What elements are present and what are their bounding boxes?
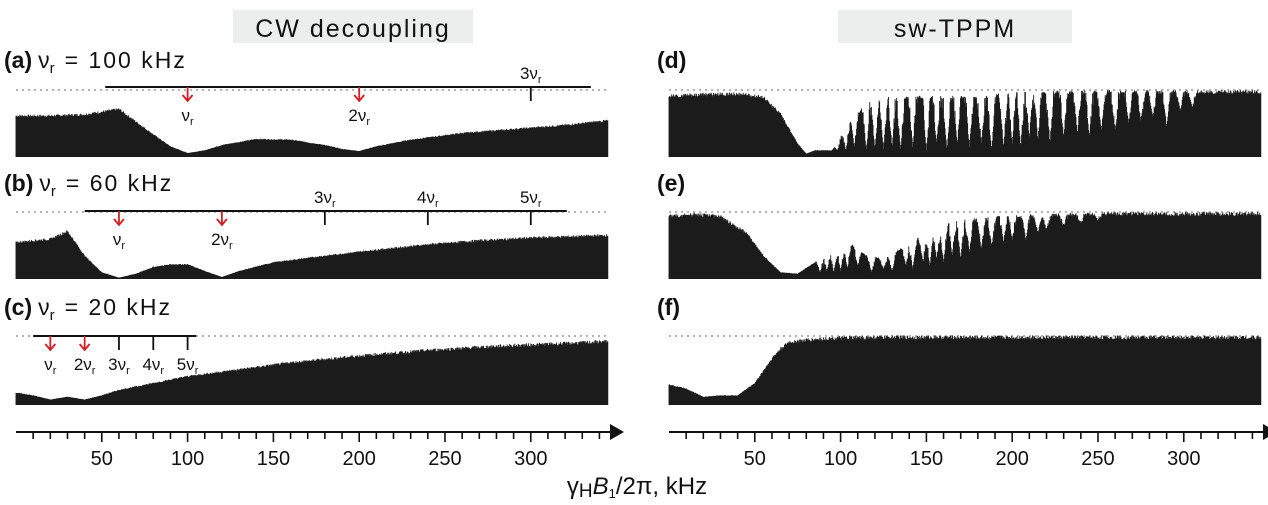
resonance-arrow-c-2 bbox=[78, 336, 91, 352]
resonance-label-a-2: 2νr bbox=[348, 106, 370, 128]
resonance-arrow-a-2 bbox=[353, 87, 365, 103]
resonance-label-c-4: 4νr bbox=[142, 355, 164, 377]
panel-e: (e) bbox=[657, 170, 1262, 279]
panel-label-c: (c) νr = 20 kHz bbox=[4, 294, 172, 324]
x-tick-label: 200 bbox=[996, 448, 1029, 470]
left-column-title: CW decoupling bbox=[255, 15, 451, 43]
panel-label-e: (e) bbox=[657, 170, 685, 196]
panel-b: (b) νr = 60 kHz νr 2νr 3νr 4νr 5νr bbox=[4, 170, 609, 279]
right-title-bg bbox=[838, 10, 1072, 43]
x-tick-label: 200 bbox=[343, 448, 376, 470]
x-tick-label: 100 bbox=[824, 448, 857, 470]
resonance-label-b-4: 4νr bbox=[417, 188, 439, 210]
x-tick-label: 100 bbox=[171, 448, 204, 470]
resonance-arrow-c-1 bbox=[44, 336, 57, 352]
x-label-gamma: γ bbox=[567, 473, 579, 500]
resonance-arrow-b-1 bbox=[113, 211, 125, 227]
x-axis-left: 50 100 150 200 250 300 bbox=[16, 424, 624, 470]
resonance-label-c-5: 5νr bbox=[177, 355, 199, 377]
resonance-arrow-b-2 bbox=[216, 211, 228, 227]
resonance-label-c-1: νr bbox=[44, 355, 57, 377]
spectrum-e bbox=[668, 212, 1262, 279]
spectrum-c bbox=[15, 339, 609, 405]
x-label-b: B bbox=[593, 473, 609, 500]
resonance-label-c-2: 2νr bbox=[74, 355, 96, 377]
x-tick-label: 250 bbox=[428, 448, 461, 470]
x-tick-label: 300 bbox=[1167, 448, 1200, 470]
x-axis-arrowhead bbox=[610, 424, 624, 440]
x-axis-label: γHB1/2π, kHz bbox=[567, 473, 707, 502]
resonance-label-a-3: 3νr bbox=[520, 64, 542, 86]
resonance-arrow-a-1 bbox=[181, 87, 194, 103]
resonance-label-b-2: 2νr bbox=[211, 230, 233, 252]
resonance-label-a-1: νr bbox=[182, 106, 195, 128]
right-column-title: sw-TPPM bbox=[894, 15, 1016, 43]
panel-label-f: (f) bbox=[657, 294, 680, 320]
x-axes: 50 100 150 200 250 300 50 100 150 200 250 300 bbox=[16, 424, 1268, 470]
left-title-bg bbox=[233, 10, 473, 43]
x-axis-right: 50 100 150 200 250 300 bbox=[669, 424, 1268, 470]
x-tick-label: 50 bbox=[91, 448, 113, 470]
panel-label-d: (d) bbox=[657, 47, 686, 73]
x-tick-label: 250 bbox=[1081, 448, 1114, 470]
x-label-1: 1 bbox=[609, 486, 616, 501]
x-label-h: H bbox=[579, 481, 593, 502]
resonance-label-b-1: νr bbox=[113, 230, 126, 252]
x-label-rest: /2π, kHz bbox=[616, 473, 707, 500]
panels: (a) νr = 100 kHz νr 2νr 3νr (b) νr = 60 kHz νr 2νr… bbox=[4, 47, 1262, 405]
x-tick-label: 300 bbox=[514, 448, 547, 470]
resonance-label-b-3: 3νr bbox=[314, 188, 336, 210]
x-axis-arrowhead bbox=[1263, 424, 1268, 440]
panel-c: (c) νr = 20 kHz νr 2νr 3νr 4νr 5νr bbox=[4, 294, 609, 405]
resonance-label-c-3: 3νr bbox=[108, 355, 130, 377]
spectrum-f bbox=[668, 335, 1262, 405]
panel-a: (a) νr = 100 kHz νr 2νr 3νr bbox=[4, 47, 609, 157]
panel-f: (f) bbox=[657, 294, 1262, 405]
x-tick-label: 150 bbox=[257, 448, 290, 470]
spectrum-a bbox=[15, 108, 609, 157]
resonance-label-b-5: 5νr bbox=[520, 188, 542, 210]
x-tick-label: 50 bbox=[744, 448, 766, 470]
spectrum-d bbox=[668, 90, 1262, 157]
panel-label-a: (a) νr = 100 kHz bbox=[4, 47, 187, 77]
x-tick-label: 150 bbox=[910, 448, 943, 470]
panel-label-b: (b) νr = 60 kHz bbox=[4, 170, 173, 200]
spectrum-b bbox=[15, 230, 609, 279]
panel-d: (d) bbox=[657, 47, 1262, 157]
